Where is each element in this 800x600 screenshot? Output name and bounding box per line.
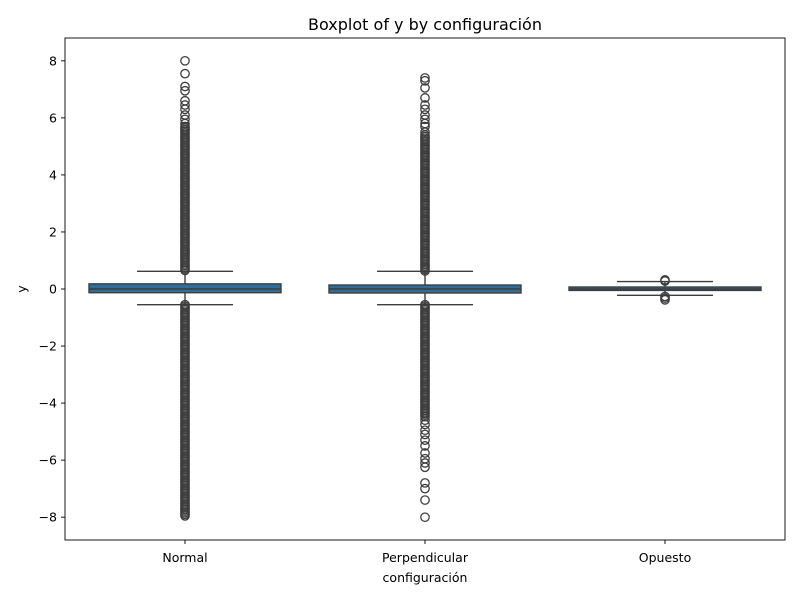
outlier-point bbox=[180, 511, 190, 521]
outlier-point bbox=[420, 478, 430, 488]
x-tick-label: Perpendicular bbox=[382, 550, 469, 565]
chart-title: Boxplot of y by configuración bbox=[308, 15, 542, 34]
outlier-point bbox=[180, 85, 190, 96]
outlier-point bbox=[420, 441, 430, 451]
outlier-point bbox=[180, 118, 190, 129]
y-axis: −8 −6 −4 −2 0 2 4 6 8 bbox=[39, 53, 65, 525]
outlier-point bbox=[420, 458, 430, 468]
x-axis-label: configuración bbox=[383, 570, 468, 585]
outlier-point bbox=[420, 419, 430, 430]
y-tick-label: 6 bbox=[49, 110, 57, 125]
y-tick-label: −6 bbox=[39, 453, 57, 468]
outlier-point bbox=[420, 435, 430, 446]
box-iqr bbox=[88, 283, 282, 294]
y-tick-label: −2 bbox=[39, 339, 57, 354]
outlier-point bbox=[420, 429, 430, 440]
outlier-point bbox=[180, 81, 190, 92]
y-tick-label: −8 bbox=[39, 510, 57, 525]
outlier-point bbox=[420, 104, 430, 115]
y-tick-label: 0 bbox=[49, 282, 57, 297]
outlier-point bbox=[420, 495, 430, 505]
outlier-point bbox=[180, 114, 190, 125]
outlier-point bbox=[420, 93, 430, 103]
x-tick-label: Opuesto bbox=[639, 550, 691, 565]
box-group-opuesto bbox=[568, 275, 762, 305]
box-group-normal bbox=[88, 55, 282, 521]
y-tick-label: 2 bbox=[49, 224, 57, 239]
y-tick-label: 4 bbox=[49, 167, 57, 182]
x-axis: Normal Perpendicular Opuesto bbox=[162, 540, 691, 565]
outlier-point bbox=[180, 55, 190, 66]
outlier-point bbox=[420, 127, 430, 137]
outlier-point bbox=[420, 483, 430, 494]
y-tick-label: 8 bbox=[49, 53, 57, 68]
outlier-point bbox=[420, 512, 430, 523]
outlier-point bbox=[180, 104, 190, 115]
plot-area bbox=[88, 55, 762, 523]
outlier-point bbox=[420, 114, 430, 125]
outlier-point bbox=[180, 100, 190, 110]
outlier-point bbox=[420, 83, 430, 93]
outlier-point bbox=[420, 462, 430, 473]
outlier-point bbox=[420, 415, 430, 426]
box-group-perpendicular bbox=[328, 73, 522, 523]
outlier-point bbox=[420, 425, 430, 436]
outlier-point bbox=[180, 68, 190, 79]
outlier-point bbox=[420, 100, 430, 110]
x-tick-label: Normal bbox=[162, 550, 207, 565]
outlier-point bbox=[420, 73, 430, 83]
outlier-point bbox=[420, 448, 430, 458]
outlier-point bbox=[420, 121, 430, 132]
outlier-point bbox=[420, 75, 430, 86]
y-axis-label: y bbox=[14, 285, 29, 293]
y-tick-label: −4 bbox=[39, 396, 57, 411]
